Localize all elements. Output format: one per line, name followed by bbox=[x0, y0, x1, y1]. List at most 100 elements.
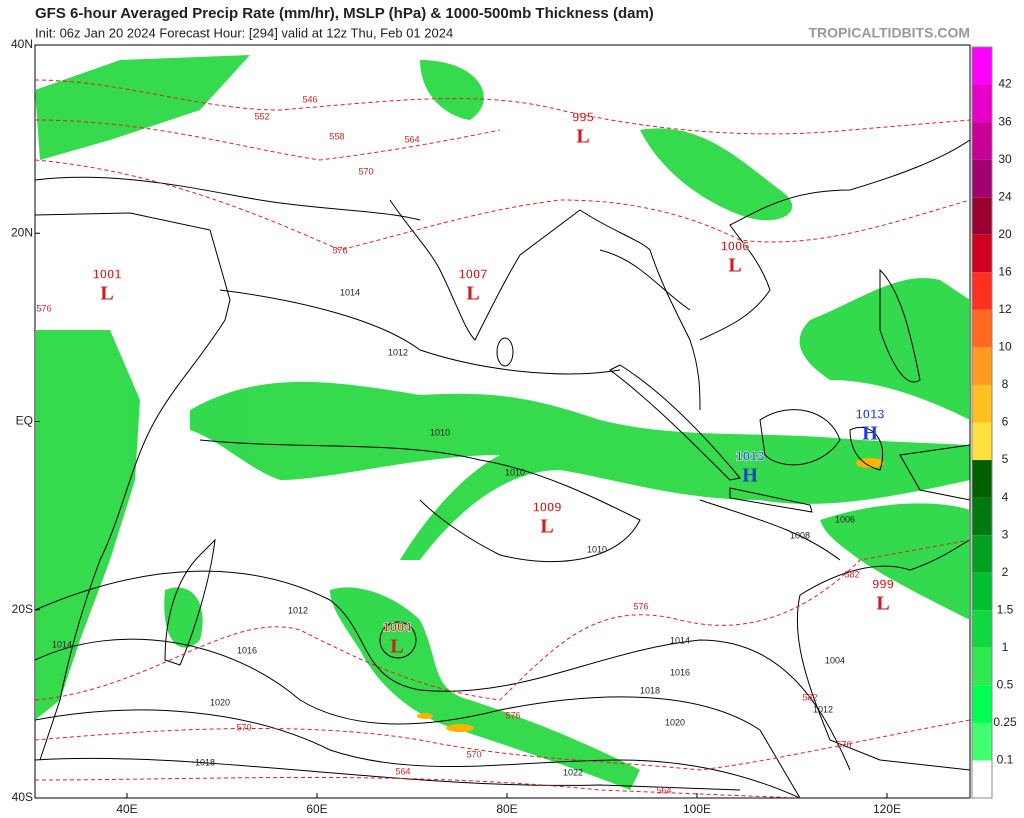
colorbar-label: 2 bbox=[1002, 565, 1009, 579]
colorbar-box bbox=[972, 234, 992, 273]
init-line: Init: 06z Jan 20 2024 Forecast Hour: [29… bbox=[35, 25, 453, 40]
thickness bbox=[35, 79, 970, 798]
colorbar-box bbox=[972, 722, 992, 761]
thickness-label: 576 bbox=[633, 601, 648, 611]
center-value: 1013 bbox=[856, 406, 885, 421]
lon-label: 40E bbox=[116, 802, 137, 816]
precip-area bbox=[35, 330, 140, 720]
colorbar-label: 30 bbox=[998, 152, 1012, 166]
colorbar-label: 0.5 bbox=[997, 678, 1014, 692]
center-letter: L bbox=[390, 636, 403, 658]
center-value: 1009 bbox=[533, 499, 562, 514]
colorbar-box bbox=[972, 760, 992, 798]
center-letter: L bbox=[576, 126, 589, 148]
center-letter: L bbox=[876, 593, 889, 615]
lat-label: 40N bbox=[11, 37, 33, 51]
colorbar-box bbox=[972, 47, 992, 85]
isobar-label: 1008 bbox=[790, 530, 810, 540]
isobar-label: 1012 bbox=[813, 704, 833, 714]
isobar-label: 1012 bbox=[288, 605, 308, 615]
precip-area bbox=[35, 55, 250, 160]
isobar-label: 1020 bbox=[665, 717, 685, 727]
thickness-label: 546 bbox=[302, 94, 317, 104]
colorbar-label: 5 bbox=[1002, 452, 1009, 466]
colorbar-box bbox=[972, 122, 992, 160]
isobars bbox=[35, 176, 851, 798]
isobar-label: 1016 bbox=[670, 667, 690, 677]
isobar-label: 1006 bbox=[835, 514, 855, 524]
isobar-label: 1014 bbox=[52, 639, 72, 649]
thickness-label: 570 bbox=[358, 166, 373, 176]
lat-label: 20S bbox=[12, 602, 33, 616]
center-letter: L bbox=[466, 283, 479, 305]
thickness-label: 576 bbox=[505, 710, 520, 720]
lon-label: 60E bbox=[306, 802, 327, 816]
isobar-label: 1014 bbox=[670, 635, 690, 645]
center-letter: L bbox=[540, 516, 553, 538]
precip-area bbox=[799, 278, 970, 420]
colorbar-box bbox=[972, 272, 992, 310]
center-value: 1001 bbox=[93, 266, 122, 281]
center-letter: L bbox=[728, 255, 741, 277]
isobar-label: 1010 bbox=[505, 467, 525, 477]
coastlines bbox=[35, 139, 970, 771]
thickness-label: 576 bbox=[836, 739, 851, 749]
center-value: 1004 bbox=[383, 619, 413, 634]
colorbar-label: 0.1 bbox=[997, 753, 1014, 767]
center-letter: H bbox=[742, 465, 758, 487]
colorbar-label: 42 bbox=[998, 77, 1012, 91]
isobar-label: 1018 bbox=[640, 685, 660, 695]
precip bbox=[35, 55, 970, 790]
colorbar-box bbox=[972, 347, 992, 385]
colorbar-label: 20 bbox=[998, 227, 1012, 241]
thickness-label: 564 bbox=[404, 134, 419, 144]
lat-label: 40S bbox=[12, 790, 33, 804]
colorbar-label: 6 bbox=[1002, 415, 1009, 429]
isobar-label: 1010 bbox=[430, 427, 450, 437]
colorbar-box bbox=[972, 309, 992, 348]
lat-label: 20N bbox=[11, 225, 33, 239]
isobar-label: 1018 bbox=[195, 757, 215, 767]
colorbar-label: 1 bbox=[1002, 640, 1009, 654]
isobar-label: 1022 bbox=[563, 767, 583, 777]
colorbar-box bbox=[972, 610, 992, 648]
center-value: 999 bbox=[872, 576, 894, 591]
colorbar-label: 36 bbox=[998, 114, 1012, 128]
center-letter: H bbox=[862, 423, 878, 445]
colorbar-label: 16 bbox=[998, 264, 1012, 278]
precip-band bbox=[190, 381, 970, 560]
thickness-label: 582 bbox=[844, 569, 859, 579]
center-value: 995 bbox=[572, 109, 594, 124]
watermark: TROPICALTIDBITS.COM bbox=[808, 25, 970, 41]
thickness-label: 582 bbox=[802, 692, 817, 702]
isobar-label: 1014 bbox=[340, 287, 360, 297]
isobar-label: 1016 bbox=[237, 645, 257, 655]
thickness-label: 576 bbox=[332, 245, 347, 255]
isobar-label: 1020 bbox=[210, 697, 230, 707]
thickness-label: 552 bbox=[254, 111, 269, 121]
thickness-label: 564 bbox=[656, 785, 671, 795]
thickness-label: 570 bbox=[466, 749, 481, 759]
isobar-label: 1004 bbox=[825, 655, 845, 665]
lon-label: 120E bbox=[873, 802, 901, 816]
thickness-label: 570 bbox=[236, 722, 251, 732]
colorbar-label: 24 bbox=[998, 189, 1012, 203]
center-value: 1013 bbox=[736, 448, 765, 463]
map: 40N 20N EQ 20S 40S 40E 60E 80E 100E 120E 1001 L 1007… bbox=[11, 37, 971, 816]
isobar-label: 1010 bbox=[587, 544, 607, 554]
colorbar-label: 1.5 bbox=[997, 602, 1014, 616]
title: GFS 6-hour Averaged Precip Rate (mm/hr),… bbox=[35, 5, 654, 22]
colorbar-box bbox=[972, 647, 992, 686]
colorbar-box bbox=[972, 159, 992, 198]
thickness-label: 564 bbox=[395, 766, 410, 776]
colorbar-box bbox=[972, 197, 992, 235]
thickness-label: 558 bbox=[329, 131, 344, 141]
lat-label: EQ bbox=[16, 414, 33, 428]
colorbar-box bbox=[972, 422, 992, 461]
center-letter: L bbox=[100, 283, 113, 305]
lon-label: 80E bbox=[496, 802, 517, 816]
colorbar-frame bbox=[971, 46, 993, 799]
colorbar-box bbox=[972, 84, 992, 123]
precip-area bbox=[164, 587, 203, 648]
